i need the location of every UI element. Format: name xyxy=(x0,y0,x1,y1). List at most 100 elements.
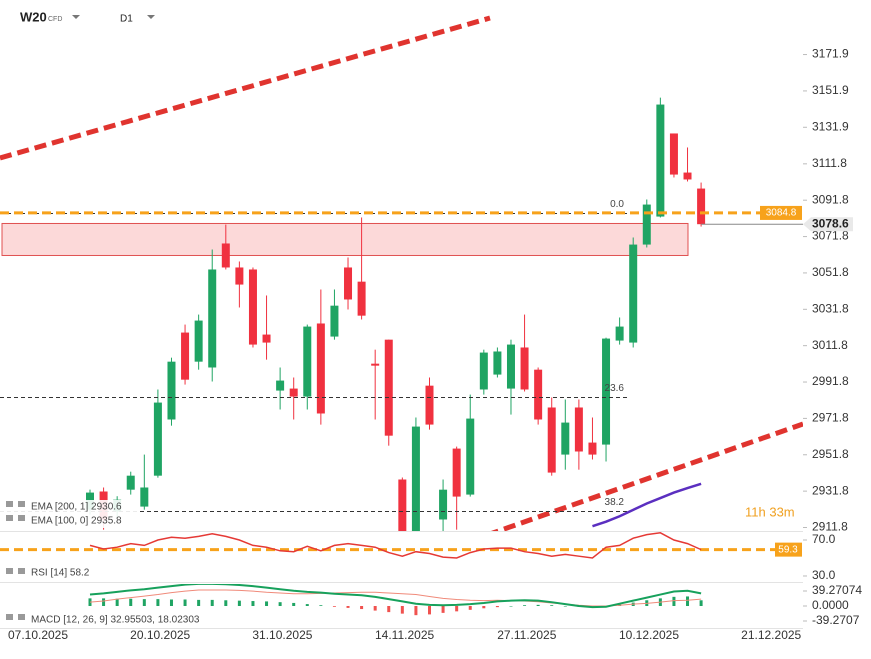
rsi-level-tag xyxy=(775,542,802,557)
candle-body xyxy=(344,267,353,300)
symbol[interactable]: W20 xyxy=(20,9,47,24)
fib-label: 23.6 xyxy=(605,383,625,394)
candle-body xyxy=(506,344,515,389)
macd-histogram-bar xyxy=(563,606,567,607)
candle-body xyxy=(439,489,448,520)
dropdown-arrow[interactable] xyxy=(147,15,155,19)
candle-body xyxy=(629,244,638,343)
macd-histogram-bar xyxy=(346,606,350,608)
macd-histogram-bar xyxy=(278,602,282,606)
macd-pane xyxy=(88,584,703,616)
candle-body xyxy=(167,361,176,420)
candle-body xyxy=(357,281,366,316)
candle-body xyxy=(126,475,135,490)
macd-histogram-bar xyxy=(305,604,309,606)
y-tick-label: 3051.8 xyxy=(812,265,849,279)
indicator-icon[interactable] xyxy=(18,501,25,507)
level-tag-label: 3084.8 xyxy=(766,208,797,219)
main-pane: 0.0 23.6 38.2 xyxy=(0,15,803,531)
macd-histogram-bar xyxy=(169,599,173,606)
candle-body xyxy=(289,388,298,397)
candle-body xyxy=(181,332,190,380)
macd-histogram-bar xyxy=(197,599,201,606)
macd-histogram-bar xyxy=(292,602,296,606)
candle-body xyxy=(425,385,434,425)
macd-histogram-bar xyxy=(672,596,676,606)
market-type: CFD xyxy=(48,16,62,23)
rsi-tick-label: 70.0 xyxy=(812,532,836,546)
y-tick-label: 2971.8 xyxy=(812,411,849,425)
candle-body xyxy=(452,448,461,497)
candle-body xyxy=(235,267,244,285)
macd-histogram-bar xyxy=(373,606,377,611)
macd-histogram-bar xyxy=(400,606,404,614)
x-tick-label: 07.10.2025 xyxy=(8,628,68,642)
indicator-icon[interactable] xyxy=(6,568,13,574)
candle-body xyxy=(534,369,543,420)
candle-body xyxy=(316,323,325,414)
candle-body xyxy=(615,326,624,341)
candle-body xyxy=(479,352,488,390)
rsi-tick-label: 30.0 xyxy=(812,568,836,582)
macd-histogram-bar xyxy=(210,599,214,606)
candle-body xyxy=(153,402,162,476)
macd-histogram-bar xyxy=(495,606,499,608)
ema-legend: EMA [200, 1] 2930.6 EMA [100, 0] 2935.8 xyxy=(0,500,140,528)
candle-body xyxy=(588,442,597,455)
macd-histogram-bar xyxy=(156,599,160,606)
indicator-icon[interactable] xyxy=(18,568,25,574)
supply-zone xyxy=(1,222,689,256)
candle-body xyxy=(697,188,706,225)
candle-body xyxy=(561,422,570,455)
x-tick-label: 20.10.2025 xyxy=(130,628,190,642)
macd-histogram-bar xyxy=(319,605,323,606)
last-price-label: 3078.6 xyxy=(812,216,849,230)
rsi-line xyxy=(89,532,702,559)
macd-histogram-bar xyxy=(332,606,336,607)
last-price-pointer xyxy=(803,217,853,232)
fib-label: 0.0 xyxy=(610,199,624,210)
macd-histogram-bar xyxy=(428,606,431,615)
candle-body xyxy=(683,172,692,180)
y-tick-label: 3071.8 xyxy=(812,229,849,243)
macd-histogram-bar xyxy=(550,605,554,606)
candle-body xyxy=(669,133,678,175)
y-tick-label: 3131.9 xyxy=(812,119,849,133)
indicator-icon[interactable] xyxy=(6,614,13,620)
y-tick-label: 3111.8 xyxy=(812,156,847,170)
macd-histogram-bar xyxy=(265,601,269,606)
candle-body xyxy=(371,363,380,366)
rsi-pane xyxy=(0,532,775,559)
indicator-icon[interactable] xyxy=(18,515,25,521)
dropdown-arrow[interactable] xyxy=(72,15,80,19)
candle-body xyxy=(493,351,502,375)
y-tick-label: 2931.8 xyxy=(812,483,849,497)
candle-body xyxy=(547,407,556,473)
indicator-icon[interactable] xyxy=(6,515,13,521)
y-tick-label: 3091.8 xyxy=(812,192,849,206)
y-tick-label: 3031.8 xyxy=(812,301,849,315)
candle-body xyxy=(248,269,257,345)
ema-label: EMA [200, 1] 2930.6 xyxy=(31,502,122,513)
macd-tick-label: 39.27074 xyxy=(812,583,862,597)
candle-layer xyxy=(86,97,706,531)
lower-trendline xyxy=(490,421,803,531)
indicator-icon[interactable] xyxy=(18,614,25,620)
candle-body xyxy=(208,269,217,368)
axes: 3171.9 3151.9 3131.9 3111.8 3091.8 3071.8 3051… xyxy=(8,47,862,642)
x-tick-label: 14.11.2025 xyxy=(375,628,434,642)
candle-body xyxy=(656,104,665,217)
x-tick-label: 10.12.2025 xyxy=(619,628,679,642)
ema-label: EMA [100, 0] 2935.8 xyxy=(31,516,122,527)
macd-histogram-bar xyxy=(360,606,364,610)
y-tick-label: 3151.9 xyxy=(812,83,849,97)
macd-histogram-bar xyxy=(129,598,133,606)
timeframe[interactable]: D1 xyxy=(120,14,133,25)
macd-histogram-bar xyxy=(686,596,690,606)
y-tick-label: 2911.8 xyxy=(812,520,848,534)
x-tick-label: 21.12.2025 xyxy=(741,628,801,642)
indicator-icon[interactable] xyxy=(6,501,13,507)
candle-body xyxy=(602,338,611,445)
candle-body xyxy=(466,418,475,495)
